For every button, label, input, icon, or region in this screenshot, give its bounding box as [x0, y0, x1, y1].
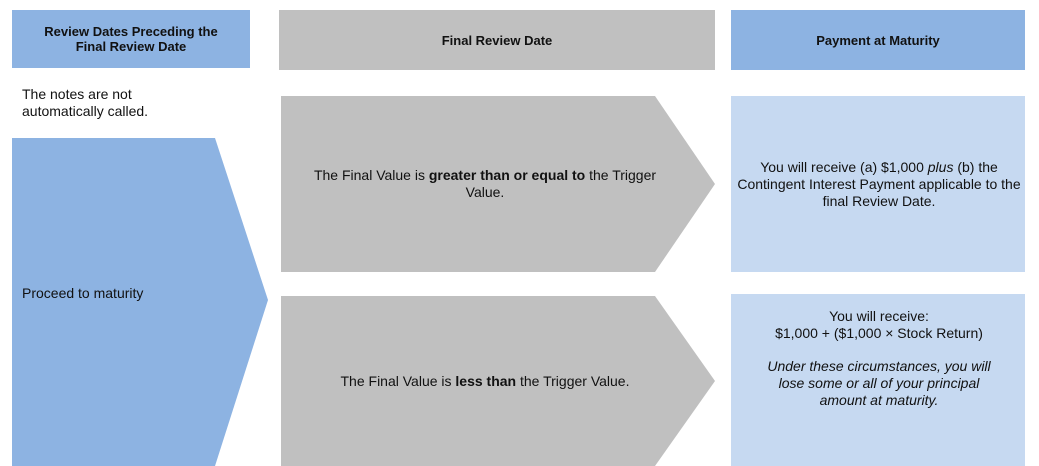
left-note: The notes are not automatically called. [22, 86, 149, 119]
header-box [12, 10, 250, 68]
header: Review Dates Preceding the Final Review … [40, 10, 222, 68]
payment: You will receive: $1,000 + ($1,000 × Sto… [736, 308, 1022, 409]
condition: The Final Value is greater than or equal… [300, 96, 670, 272]
left-arrow [12, 138, 268, 466]
header-text: Review Dates Preceding the Final Review … [44, 24, 218, 54]
bold-text: greater than or equal to [428, 167, 586, 183]
text: the Trigger Value. [465, 167, 657, 200]
payment-box [731, 96, 1025, 272]
header: Final Review Date [279, 10, 715, 70]
bold-text: less than [455, 372, 517, 389]
header-box [279, 10, 715, 70]
italic-text: Under these circumstances, you will lose… [767, 358, 991, 408]
payment-box [731, 294, 1025, 466]
header-text: Final Review Date [441, 32, 553, 48]
text: $1,000 + ($1,000 × Stock Return) [775, 325, 983, 341]
condition-arrow [281, 296, 715, 466]
italic-text: plus [927, 158, 954, 175]
payment: You will receive (a) $1,000 plus (b) the… [736, 96, 1022, 272]
left-arrow-label: Proceed to maturity [22, 285, 144, 301]
text: the Trigger Value. [516, 372, 630, 389]
header-text: Payment at Maturity [816, 32, 940, 48]
header: Payment at Maturity [731, 10, 1025, 70]
text: You will receive: [829, 308, 929, 324]
condition-arrow [281, 96, 715, 272]
text: The Final Value is [340, 372, 456, 389]
text: (b) the Contingent Interest Payment appl… [737, 158, 1021, 209]
text: You will receive (a) $1,000 [760, 158, 928, 175]
condition: The Final Value is less than the Trigger… [300, 296, 670, 466]
header-box [731, 10, 1025, 70]
text: The Final Value is [313, 167, 429, 183]
